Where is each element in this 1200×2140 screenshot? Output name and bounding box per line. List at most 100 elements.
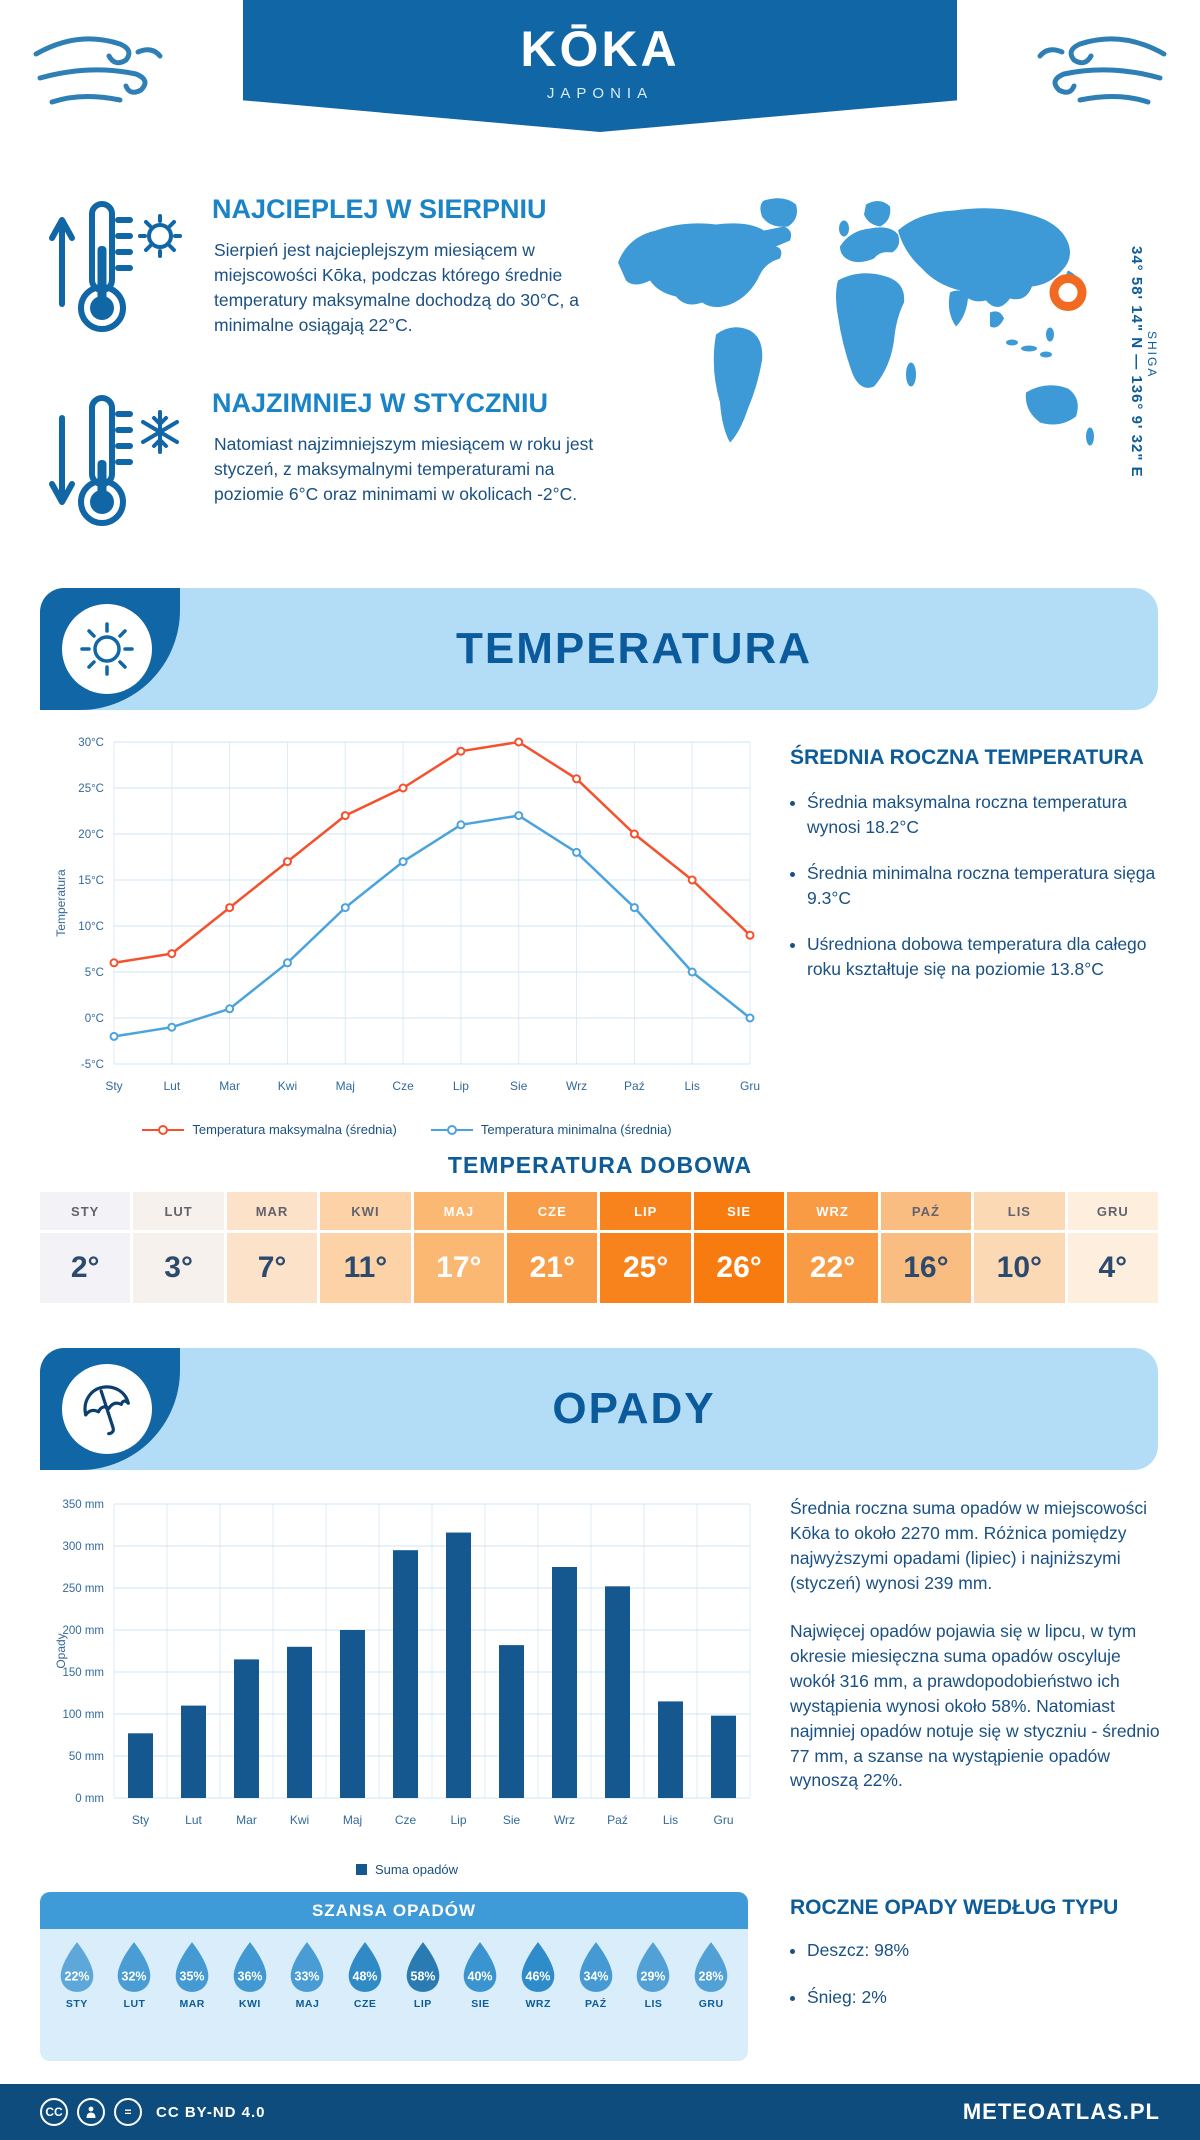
rain-chance-item: 40% SIE: [452, 1939, 510, 2055]
svg-text:Cze: Cze: [392, 1079, 414, 1093]
daily-table-column: PAŹ 16°: [880, 1192, 972, 1303]
rain-chance-month-label: MAR: [179, 1998, 205, 2010]
svg-text:Wrz: Wrz: [554, 1813, 575, 1827]
svg-text:15°C: 15°C: [78, 875, 104, 887]
svg-text:Kwi: Kwi: [290, 1813, 309, 1827]
legend-item: Temperatura maksymalna (średnia): [142, 1122, 397, 1137]
svg-text:Lip: Lip: [453, 1079, 469, 1093]
raindrop-icon: 46%: [521, 1942, 555, 1992]
svg-text:50 mm: 50 mm: [69, 1751, 104, 1763]
svg-text:Maj: Maj: [336, 1079, 355, 1093]
precipitation-section-banner: OPADY: [40, 1348, 1158, 1470]
svg-text:Paź: Paź: [624, 1079, 645, 1093]
rain-chance-month-label: STY: [65, 1998, 88, 2010]
svg-text:20°C: 20°C: [78, 829, 104, 841]
daily-month-label: CZE: [507, 1192, 598, 1230]
nd-icon: =: [114, 2098, 142, 2126]
daily-temperature-value: 21°: [507, 1233, 598, 1303]
rain-chance-item: 29% LIS: [625, 1939, 683, 2055]
precipitation-text: Średnia roczna suma opadów w miejscowośc…: [790, 1496, 1170, 1817]
daily-temperature-value: 10°: [974, 1233, 1065, 1303]
rain-chance-month-label: PAŹ: [584, 1998, 607, 2010]
svg-text:10°C: 10°C: [78, 921, 104, 933]
daily-table-column: LIS 10°: [974, 1192, 1065, 1303]
svg-text:28%: 28%: [699, 1969, 724, 1983]
map-coordinates: SHIGA 34° 58' 14" N — 136° 9' 32" E: [1128, 192, 1159, 532]
precipitation-type: Śnieg: 2%: [807, 1985, 1172, 2010]
daily-month-label: MAR: [226, 1192, 318, 1230]
coldest-heading: NAJZIMNIEJ W STYCZNIU: [212, 388, 549, 418]
daily-month-label: PAŹ: [880, 1192, 972, 1230]
precipitation-type-list: Deszcz: 98% Śnieg: 2%: [790, 1938, 1172, 2031]
rain-chance-item: 35% MAR: [163, 1939, 221, 2055]
svg-text:25°C: 25°C: [78, 783, 104, 795]
thermometer-down-icon: [49, 395, 179, 526]
daily-table-column: LUT 3°: [133, 1192, 224, 1303]
precipitation-paragraph-2: Najwięcej opadów pojawia się w lipcu, w …: [790, 1621, 1160, 1791]
daily-table-column: LIP 25°: [600, 1192, 691, 1303]
rain-chance-month-label: LIP: [413, 1998, 432, 2010]
raindrop-icon: 32%: [118, 1942, 151, 1992]
rain-chance-heading: SZANSA OPADÓW: [40, 1892, 748, 1929]
daily-month-label: LUT: [133, 1192, 224, 1230]
svg-text:46%: 46%: [526, 1969, 551, 1983]
svg-text:35%: 35%: [180, 1969, 205, 1983]
daily-month-label: STY: [40, 1192, 131, 1230]
brand-label: METEOATLAS.PL: [962, 2099, 1160, 2124]
svg-text:Lut: Lut: [163, 1079, 180, 1093]
rain-chance-month-label: MAJ: [295, 1998, 320, 2010]
svg-text:Lis: Lis: [663, 1813, 678, 1827]
daily-month-label: MAJ: [413, 1192, 505, 1230]
rain-chance-item: 58% LIP: [394, 1939, 452, 2055]
svg-text:Lis: Lis: [685, 1079, 700, 1093]
svg-text:Wrz: Wrz: [566, 1079, 587, 1093]
warmest-text: Sierpień jest najcieplejszym miesiącem w…: [214, 240, 579, 335]
daily-table-column: WRZ 22°: [787, 1192, 878, 1303]
banner-corner: [40, 1348, 180, 1470]
raindrop-icon: 22%: [60, 1942, 94, 1992]
wind-icon: [1037, 36, 1167, 105]
rain-chance-item: 32% LUT: [106, 1939, 164, 2055]
svg-text:Cze: Cze: [395, 1813, 417, 1827]
svg-text:350 mm: 350 mm: [62, 1499, 104, 1511]
coordinates-label: 34° 58' 14" N — 136° 9' 32" E: [1128, 246, 1145, 478]
svg-text:29%: 29%: [641, 1969, 666, 1983]
legend-square-marker-icon: [355, 1864, 367, 1875]
daily-table-column: STY 2°: [40, 1192, 131, 1303]
svg-text:Mar: Mar: [219, 1079, 240, 1093]
rain-chance-item: 28% GRU: [682, 1939, 740, 2055]
raindrop-icon: 34%: [579, 1942, 613, 1992]
svg-text:Sty: Sty: [132, 1813, 149, 1827]
svg-text:40%: 40%: [468, 1969, 493, 1983]
temperature-section-title: TEMPERATURA: [455, 624, 813, 673]
cc-icon: CC: [40, 2098, 68, 2126]
svg-text:Maj: Maj: [343, 1813, 362, 1827]
rain-chance-month-label: LIS: [644, 1998, 663, 2010]
world-map: [598, 182, 1118, 502]
svg-text:150 mm: 150 mm: [62, 1667, 104, 1679]
rain-chance-item: 34% PAŹ: [567, 1939, 625, 2055]
license-icons: CC =: [40, 2098, 142, 2126]
daily-temperature-value: 26°: [693, 1233, 785, 1303]
raindrop-icon: 35%: [175, 1942, 209, 1992]
daily-month-label: LIS: [974, 1192, 1065, 1230]
raindrop-icon: 36%: [233, 1942, 267, 1992]
rain-chance-month-label: SIE: [471, 1998, 490, 2010]
daily-temperature-value: 7°: [226, 1233, 318, 1303]
temperature-chart-legend: Temperatura maksymalna (średnia) Temperat…: [52, 1122, 762, 1137]
rain-chance-month-label: CZE: [353, 1998, 377, 2010]
daily-table-column: GRU 4°: [1067, 1192, 1158, 1303]
daily-temperature-value: 3°: [133, 1233, 224, 1303]
daily-month-label: SIE: [693, 1192, 785, 1230]
rain-chance-month-label: LUT: [123, 1998, 146, 2010]
snowflake-icon: [141, 410, 179, 454]
sun-icon: [138, 214, 182, 258]
region-label: SHIGA: [1145, 331, 1159, 379]
warmest-heading: NAJCIEPLEJ W SIERPNIU: [212, 194, 547, 224]
legend-item: Suma opadów: [355, 1862, 458, 1877]
svg-text:58%: 58%: [410, 1969, 435, 1983]
temperature-stat: Średnia maksymalna roczna temperatura wy…: [807, 790, 1172, 839]
rain-chance-item: 48% CZE: [336, 1939, 394, 2055]
svg-text:Paź: Paź: [607, 1813, 628, 1827]
daily-table-column: KWI 11°: [320, 1192, 411, 1303]
